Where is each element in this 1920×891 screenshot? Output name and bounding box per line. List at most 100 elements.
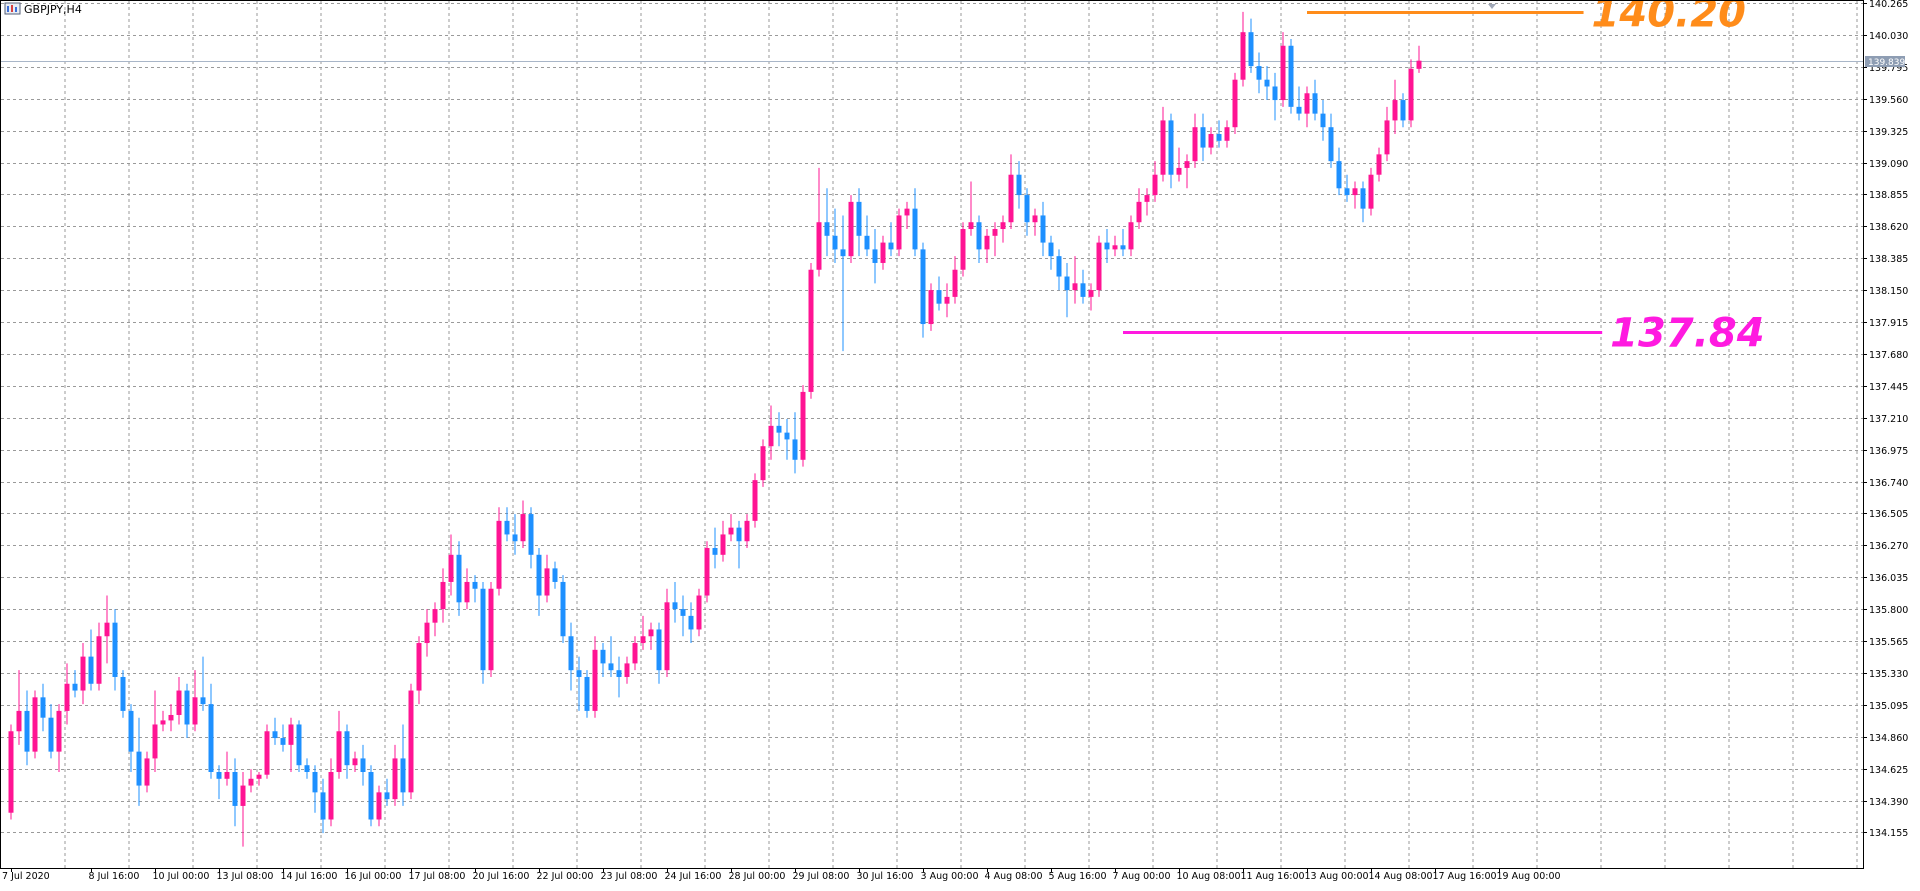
candle-body xyxy=(688,615,694,630)
window-header[interactable]: GBPJPY,H4 xyxy=(4,2,82,16)
candle-body xyxy=(1304,93,1310,114)
candle-body xyxy=(848,201,854,257)
candle-body xyxy=(128,710,134,752)
price-tick-label: 138.620 xyxy=(1869,222,1908,233)
candle-body xyxy=(1008,174,1014,223)
bear-candle xyxy=(1360,181,1366,223)
bear-candle xyxy=(360,744,366,786)
candle-body xyxy=(200,697,206,705)
candle-body xyxy=(136,751,142,786)
candle-body xyxy=(1144,195,1150,202)
bull-candle xyxy=(1384,106,1390,162)
candle-body xyxy=(296,724,302,766)
candle-body xyxy=(1344,188,1350,196)
bear-candle xyxy=(24,690,30,766)
candle-body xyxy=(1208,133,1214,148)
bear-candle xyxy=(976,215,982,263)
bear-candle xyxy=(1016,161,1022,209)
bear-candle xyxy=(608,636,614,677)
bear-candle xyxy=(584,670,590,718)
candle-body xyxy=(1064,276,1070,291)
candle-body xyxy=(720,534,726,555)
price-tick-label: 137.915 xyxy=(1869,318,1908,329)
level-137-84[interactable]: 137.84 xyxy=(1123,311,1765,357)
time-tick-label: 10 Jul 00:00 xyxy=(153,871,210,882)
bear-candle xyxy=(400,724,406,806)
candle-body xyxy=(440,581,446,610)
bear-candle xyxy=(920,242,926,338)
candle-body xyxy=(408,690,414,793)
candle-body xyxy=(176,690,182,715)
candle-body xyxy=(232,771,238,806)
candle-body xyxy=(912,208,918,250)
time-tick-label: 16 Jul 00:00 xyxy=(345,871,402,882)
candle-body xyxy=(272,731,278,739)
candle-body xyxy=(520,514,526,542)
candle-body xyxy=(576,670,582,677)
price-tick-label: 135.330 xyxy=(1869,669,1908,680)
bear-candle xyxy=(616,656,622,698)
bear-candle xyxy=(656,622,662,684)
bear-candle xyxy=(1248,18,1254,73)
candle-body xyxy=(1056,256,1062,277)
bear-candle xyxy=(208,683,214,779)
candle-body xyxy=(72,683,78,691)
bear-candle xyxy=(40,683,46,732)
shift-marker-icon[interactable] xyxy=(1488,4,1496,9)
candle-body xyxy=(216,771,222,779)
candle-body xyxy=(1336,161,1342,189)
candle-body xyxy=(672,602,678,610)
bull-candle xyxy=(8,724,14,820)
candle-body xyxy=(1384,120,1390,155)
candle-body xyxy=(664,602,670,671)
price-tick-label: 134.155 xyxy=(1869,828,1908,839)
bear-candle xyxy=(472,575,478,603)
price-axis[interactable]: 140.265 140.030 139.795 139.560 139.325 139.0… xyxy=(1863,0,1908,839)
bear-candle xyxy=(216,765,222,800)
price-tick-label: 136.270 xyxy=(1869,541,1908,552)
bear-candle xyxy=(1328,113,1334,168)
price-tick-label: 136.035 xyxy=(1869,573,1908,584)
price-tick-label: 138.385 xyxy=(1869,254,1908,265)
candle-body xyxy=(64,683,70,711)
candle-body xyxy=(480,588,486,671)
bear-candle xyxy=(912,188,918,257)
bear-candle xyxy=(1312,79,1318,121)
candle-body xyxy=(1400,100,1406,121)
candle-body xyxy=(464,581,470,603)
price-tick-label: 138.855 xyxy=(1869,190,1908,201)
bear-candle xyxy=(832,208,838,263)
candle-body xyxy=(400,758,406,793)
bull-candle xyxy=(64,663,70,725)
candle-body xyxy=(1416,60,1422,69)
price-tick-label: 136.975 xyxy=(1869,446,1908,457)
bull-candle xyxy=(1376,147,1382,182)
candle-body xyxy=(528,514,534,555)
bull-candle xyxy=(984,229,990,263)
bear-candle xyxy=(72,670,78,698)
bull-candle xyxy=(632,636,638,671)
bull-candle xyxy=(1408,59,1414,128)
candle-body xyxy=(1376,154,1382,175)
bull-candle xyxy=(16,670,22,745)
candle-body xyxy=(152,724,158,759)
time-tick-label: 24 Jul 16:00 xyxy=(665,871,722,882)
bull-candle xyxy=(544,554,550,603)
price-tick-label: 135.800 xyxy=(1869,605,1908,616)
candle-body xyxy=(872,249,878,263)
level-lines[interactable]: 140.20 137.84 xyxy=(1123,0,1765,357)
bear-candle xyxy=(776,412,782,447)
chart-window-icon[interactable] xyxy=(4,2,21,15)
bull-candle xyxy=(880,235,886,270)
bull-candle xyxy=(696,588,702,637)
candle-body xyxy=(1352,188,1358,196)
time-axis[interactable]: 7 Jul 2020 8 Jul 16:00 10 Jul 00:00 13 Jul … xyxy=(2,868,1561,882)
current-price-value: 139.839 xyxy=(1868,58,1905,68)
candle-body xyxy=(832,235,838,250)
bull-candle xyxy=(744,514,750,549)
candle-body xyxy=(344,731,350,766)
bull-candle xyxy=(288,717,294,772)
level-140-20[interactable]: 140.20 xyxy=(1307,0,1746,37)
